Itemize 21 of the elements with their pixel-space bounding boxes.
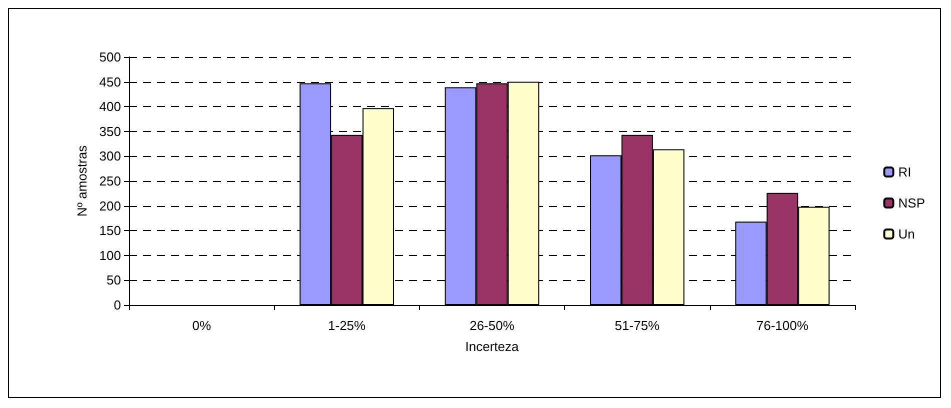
y-tick-label: 0 — [114, 298, 121, 312]
legend-label: Un — [898, 226, 915, 242]
x-tick-label: 51-75% — [614, 318, 660, 333]
y-tick-label: 50 — [106, 272, 121, 288]
y-tick-label: 250 — [99, 174, 121, 188]
y-axis-title: Nº amostras — [74, 144, 90, 217]
y-tick-label: 150 — [99, 223, 121, 238]
x-tick-label: 76-100% — [756, 318, 809, 333]
y-tick-label: 450 — [99, 74, 121, 90]
x-axis-title: Incerteza — [465, 339, 520, 354]
x-tick-label: 0% — [192, 318, 212, 333]
x-tick-label: 1-25% — [328, 318, 366, 333]
y-tick-label: 100 — [99, 248, 121, 263]
legend-label: NSP — [898, 196, 926, 210]
x-tick-label: 26-50% — [470, 318, 515, 333]
y-tick-label: 400 — [99, 99, 121, 114]
legend-label: RI — [898, 164, 912, 180]
y-tick-label: 200 — [99, 198, 121, 214]
y-tick-label: 500 — [99, 50, 121, 64]
y-tick-label: 350 — [99, 124, 121, 139]
y-tick-label: 300 — [99, 148, 121, 164]
